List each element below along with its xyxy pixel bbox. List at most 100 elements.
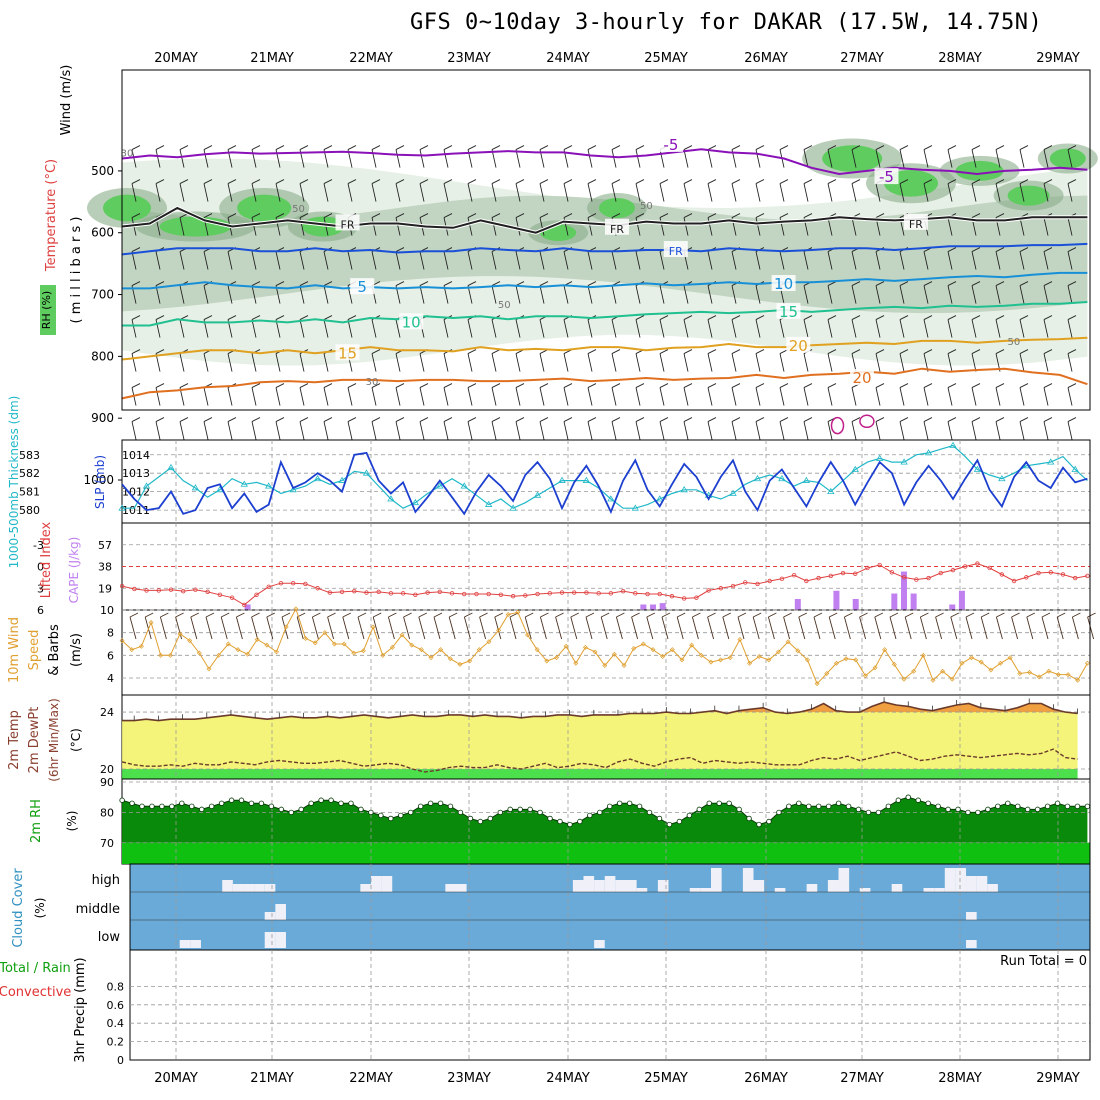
wind-barb-10m [387,616,395,640]
li-point [999,572,1005,577]
wind-barb-flag [899,349,909,354]
wind-barb [299,319,305,338]
wind-speed-point [718,657,724,663]
wind-barb [347,251,353,270]
wind-barb-10m-flag [889,612,899,618]
wind-barb-flag [731,383,741,388]
wind-barb-10m-flag [327,612,336,618]
contour-label-bg [399,313,424,330]
wind-barb [923,149,929,168]
wind-barb [371,387,377,406]
wind-speed-point [689,642,695,648]
wind-barb-flag [1043,417,1053,422]
wind-barb [899,183,905,202]
rh2m-point [636,803,643,810]
wind-barb [755,387,761,406]
wind-barb-10m [813,616,821,640]
wind-barb-flag [947,383,957,388]
wind-barb-flag [803,213,813,218]
li-point [767,578,772,584]
wind-barb [707,217,713,236]
wind-speed-point [196,650,202,656]
wind-barb-flag [635,179,645,184]
li-point [278,580,284,586]
wind-barb-flag [491,213,501,218]
wind-barb-10m [433,616,441,640]
rh2m-tick-label: 90 [100,776,114,789]
wind-barb [659,319,665,338]
rh2m-point [139,803,145,810]
wind-speed-point [245,651,251,657]
wind-barb-flag [323,179,333,184]
wind-barb-flag [587,383,597,388]
wind-barb [1067,353,1073,372]
wind-barb-10m-flag [950,612,960,618]
wind-barb-10m [859,616,867,640]
wind-barb [875,387,881,406]
ylabel-2m-temp: 2m Temp [7,710,22,770]
wind-speed-point [756,653,762,659]
wind-speed-point [274,649,280,655]
precip-tick-label: 0 [117,1054,124,1067]
wind-tick-label: 4 [107,672,114,685]
wind-barb-flag [971,281,981,286]
wind-barb [491,285,497,304]
cape-bar [949,604,956,610]
wind-barb-flag [947,281,957,286]
rh2m-point [1024,806,1031,813]
rh2m-point [517,806,523,813]
ylabel-millibars: ( m i l l i b a r s ) [69,217,84,324]
wind-barb [755,319,761,338]
wind-barb [467,353,473,372]
rh2m-point [696,806,702,813]
li-point [657,591,662,597]
wind-barb-flag [995,179,1005,184]
wind-barb [1043,285,1049,304]
wind-barb [707,421,713,440]
wind-barb-flag [467,281,477,286]
precip-tick-label: 0.8 [107,980,125,993]
wind-barb [203,183,209,202]
thickness-point [338,476,346,483]
li-point [119,583,125,589]
li-tick-label: 6 [37,604,44,617]
wind-barb [947,421,953,440]
wind-speed-point [119,638,125,644]
wind-barb-10m-flag [388,612,397,618]
rh2m-point [388,815,394,822]
wind-barb-flag [1043,315,1053,320]
wind-speed-point [409,642,415,648]
wind-barb [899,149,905,168]
wind-barb-10m [129,616,137,640]
wind-barb-flag [323,315,333,320]
wind-barb-flag [323,383,333,388]
wind-barb-flag [395,281,405,286]
rh2m-point [557,818,563,825]
cloud-cell-middle [275,904,286,920]
wind-barb-10m-flag [144,612,154,618]
wind-barb [419,149,425,168]
wind-barb [299,353,305,372]
wind-barb [539,421,545,440]
wind-barb-10m-flag [661,612,671,618]
wind-barb-flag [635,145,645,150]
wind-barb [131,251,137,270]
wind-barb [635,183,641,202]
legend-total-rain: Total / Rain [0,961,71,976]
wind-barb-flag [851,281,861,286]
wind-barb-10m [585,616,593,640]
wind-speed-point [467,658,473,664]
wind-barb-flag [467,213,477,218]
rh2m-point [1054,800,1061,806]
wind-barb-flag [899,315,909,320]
rh2m-point [547,815,553,822]
date-label-bottom: 28MAY [938,1071,982,1086]
wind-barb-flag [515,213,525,218]
wind-barb-flag [755,213,765,218]
wind-barb-flag [419,417,429,422]
wind-barb-10m-flag [160,612,169,618]
wind-barb [251,217,257,236]
thickness-point [607,495,615,502]
wind-barb [875,319,881,338]
wind-barb-flag [491,179,501,184]
